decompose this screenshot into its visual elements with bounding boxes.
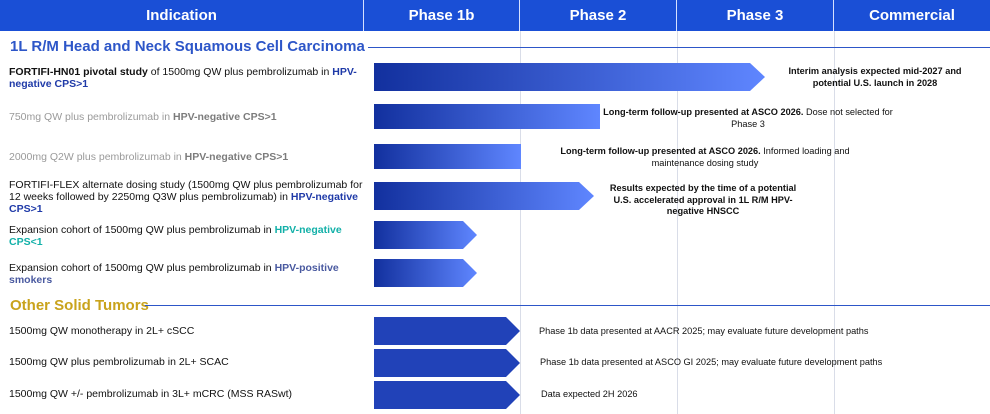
note-hn01: Interim analysis expected mid-2027 and p…: [788, 66, 962, 88]
bar-flex: [374, 182, 595, 210]
bar-scac: [374, 349, 521, 377]
bar-hn01: [374, 63, 766, 91]
header-commercial: Commercial: [834, 0, 990, 31]
column-divider: [520, 31, 521, 414]
section-rule: [145, 305, 990, 306]
section-title-other-solid-tumors: Other Solid Tumors: [10, 297, 149, 314]
note-scac: Phase 1b data presented at ASCO GI 2025;…: [540, 357, 883, 367]
bar-cscc: [374, 317, 521, 345]
row-label-mcrc: 1500mg QW +/- pembrolizumab in 3L+ mCRC …: [9, 388, 293, 400]
header-indication: Indication: [0, 0, 364, 31]
row-label-750mg: 750mg QW plus pembrolizumab in HPV-negat…: [9, 111, 277, 123]
note-mcrc: Data expected 2H 2026: [541, 389, 638, 399]
section-rule: [368, 47, 990, 48]
note-750mg: Long-term follow-up presented at ASCO 20…: [603, 107, 893, 129]
row-label-scac: 1500mg QW plus pembrolizumab in 2L+ SCAC: [9, 356, 229, 368]
column-divider: [834, 31, 835, 414]
row-label-cscc: 1500mg QW monotherapy in 2L+ cSCC: [9, 325, 195, 337]
header-phase-1b: Phase 1b: [364, 0, 520, 31]
bar-hpv-positive: [374, 259, 478, 287]
row-label-2000mg: 2000mg Q2W plus pembrolizumab in HPV-neg…: [9, 151, 289, 163]
bar-cps-lt1: [374, 221, 478, 249]
table-header: Indication Phase 1b Phase 2 Phase 3 Comm…: [0, 0, 990, 31]
note-flex: Results expected by the time of a potent…: [609, 183, 797, 216]
header-phase-2: Phase 2: [520, 0, 677, 31]
note-2000mg: Long-term follow-up presented at ASCO 20…: [560, 146, 850, 168]
row-label-flex: FORTIFI-FLEX alternate dosing study (150…: [9, 179, 363, 215]
bar-750mg: [374, 104, 600, 129]
header-phase-3: Phase 3: [677, 0, 834, 31]
row-label-cps-lt1: Expansion cohort of 1500mg QW plus pembr…: [9, 224, 342, 248]
bar-mcrc: [374, 381, 521, 409]
row-label-hpv-positive: Expansion cohort of 1500mg QW plus pembr…: [9, 262, 339, 286]
bar-2000mg: [374, 144, 521, 169]
section-title-hnscc: 1L R/M Head and Neck Squamous Cell Carci…: [10, 38, 365, 55]
row-label-hn01: FORTIFI-HN01 pivotal study of 1500mg QW …: [9, 66, 357, 90]
column-divider: [677, 31, 678, 414]
note-cscc: Phase 1b data presented at AACR 2025; ma…: [539, 326, 869, 336]
